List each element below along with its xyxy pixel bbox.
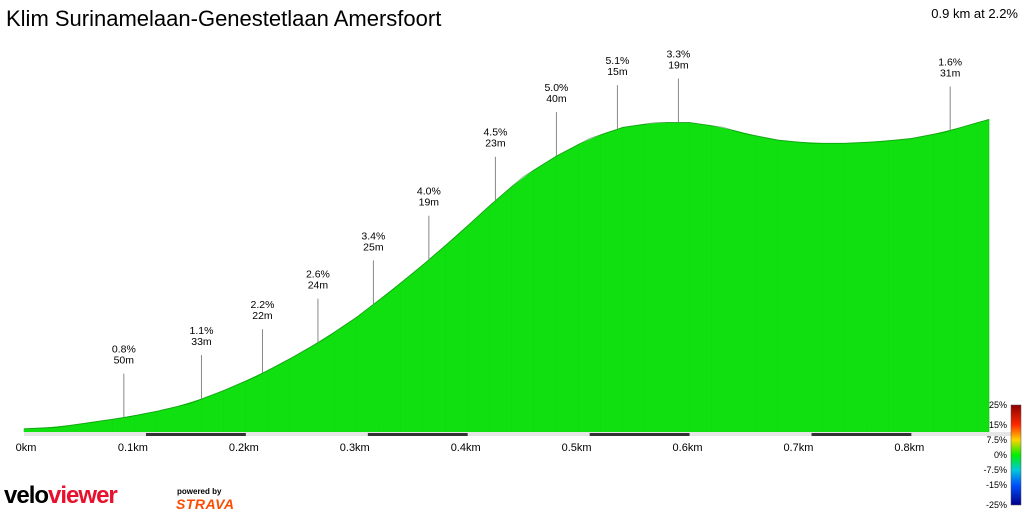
x-tick-label-8: 0.8km: [894, 442, 924, 454]
segment-grade-7: 5.0%: [544, 82, 568, 94]
profile-segment-31: [711, 125, 735, 433]
profile-segment-23: [533, 155, 557, 433]
road-strip: [24, 432, 1019, 436]
segment-grade-1: 1.1%: [190, 325, 214, 337]
profile-segment-39: [888, 138, 912, 433]
logo-part-velo: velo: [4, 482, 49, 509]
segment-grade-10: 1.6%: [938, 57, 962, 69]
profile-segment-20: [467, 204, 491, 433]
segment-grade-3: 2.6%: [306, 269, 330, 281]
profile-segment-17: [400, 263, 424, 433]
road-marker-1: [367, 433, 468, 436]
profile-segment-11: [267, 358, 291, 433]
profile-segment-16: [378, 281, 402, 433]
road-marker-3: [811, 433, 912, 436]
profile-segment-12: [289, 345, 313, 433]
segment-grade-2: 2.2%: [251, 299, 275, 311]
road-marker-2: [589, 433, 690, 436]
segment-length-0: 50m: [114, 355, 135, 367]
segment-length-1: 33m: [191, 336, 212, 348]
logo-part-viewer: viewer: [48, 482, 118, 509]
segment-grade-6: 4.5%: [483, 127, 507, 139]
profile-area: [23, 118, 990, 433]
profile-segment-24: [556, 143, 579, 433]
road-base: [24, 432, 1019, 436]
x-tick-label-6: 0.6km: [673, 442, 703, 454]
segment-grade-0: 0.8%: [112, 344, 136, 356]
profile-segment-36: [822, 142, 846, 433]
x-tick-label-0: 0km: [16, 442, 37, 454]
segment-leaders: [123, 78, 951, 418]
x-tick-label-3: 0.3km: [340, 442, 370, 454]
profile-segment-40: [911, 133, 934, 433]
segment-grade-4: 3.4%: [361, 230, 385, 242]
grade-legend-label-4: -7.5%: [983, 465, 1007, 475]
profile-segment-5: [134, 410, 158, 433]
profile-segment-18: [423, 244, 446, 433]
segment-length-8: 15m: [607, 66, 628, 78]
grade-legend-label-2: 7.5%: [986, 435, 1007, 445]
x-tick-label-1: 0.1km: [118, 442, 148, 454]
veloviewer-logo[interactable]: veloviewer: [4, 482, 118, 509]
segment-labels: 0.8%50m1.1%33m2.2%22m2.6%24m3.4%25m4.0%1…: [112, 49, 962, 367]
segment-length-2: 22m: [252, 310, 273, 322]
profile-segment-21: [489, 185, 513, 433]
profile-segment-34: [777, 139, 801, 433]
profile-segment-14: [334, 316, 358, 433]
profile-segment-30: [689, 122, 713, 433]
profile-segment-35: [800, 141, 823, 433]
grade-legend-label-0: 25%: [989, 400, 1007, 410]
segment-length-6: 23m: [485, 138, 506, 150]
profile-segment-13: [312, 331, 335, 433]
segment-grade-9: 3.3%: [666, 49, 690, 61]
profile-segment-22: [511, 169, 535, 433]
segment-length-4: 25m: [363, 241, 384, 253]
profile-segment-29: [667, 122, 690, 433]
profile-segment-41: [933, 128, 957, 433]
profile-outline: [23, 118, 990, 430]
grade-legend: 25% 15% 7.5% 0% -7.5% -15% -25%: [983, 400, 1022, 510]
segment-length-3: 24m: [308, 280, 329, 292]
segment-length-10: 31m: [940, 68, 961, 80]
profile-segment-28: [644, 122, 668, 433]
profile-segment-19: [445, 225, 468, 433]
profile-segment-43: [977, 118, 990, 433]
segment-length-9: 19m: [668, 60, 689, 72]
profile-segment-37: [844, 141, 868, 433]
road-marker-0: [146, 433, 246, 436]
x-tick-label-2: 0.2km: [229, 442, 259, 454]
profile-segment-38: [866, 140, 890, 433]
segment-grade-8: 5.1%: [605, 55, 629, 67]
profile-segment-7: [178, 398, 202, 433]
grade-legend-label-6: -25%: [986, 500, 1007, 510]
profile-segment-27: [622, 123, 646, 433]
profile-segment-32: [733, 130, 757, 433]
grade-legend-label-1: 15%: [989, 420, 1007, 430]
profile-segment-25: [578, 134, 602, 433]
segment-length-5: 19m: [419, 197, 440, 209]
segment-length-7: 40m: [546, 93, 567, 105]
profile-segment-33: [755, 135, 779, 433]
x-tick-label-7: 0.7km: [783, 442, 813, 454]
climb-summary: 0.9 km at 2.2%: [931, 6, 1018, 21]
profile-segment-8: [201, 390, 224, 433]
segment-grade-5: 4.0%: [417, 186, 441, 198]
grade-legend-bar: [1010, 404, 1022, 506]
profile-segment-15: [356, 299, 380, 433]
profile-segment-42: [955, 122, 979, 433]
grade-legend-label-3: 0%: [994, 450, 1007, 460]
page-title: Klim Surinamelaan-Genestetlaan Amersfoor…: [6, 6, 442, 31]
powered-by-label: powered by: [177, 487, 222, 496]
strava-logo[interactable]: STRAVA: [176, 496, 235, 512]
profile-segment-26: [600, 126, 624, 433]
x-tick-label-4: 0.4km: [451, 442, 481, 454]
grade-legend-label-5: -15%: [986, 480, 1007, 490]
x-axis: 0km 0.1km 0.2km 0.3km 0.4km 0.5km 0.6km 0.7km 0.…: [16, 442, 925, 454]
x-tick-label-5: 0.5km: [562, 442, 592, 454]
profile-segment-6: [156, 405, 180, 433]
